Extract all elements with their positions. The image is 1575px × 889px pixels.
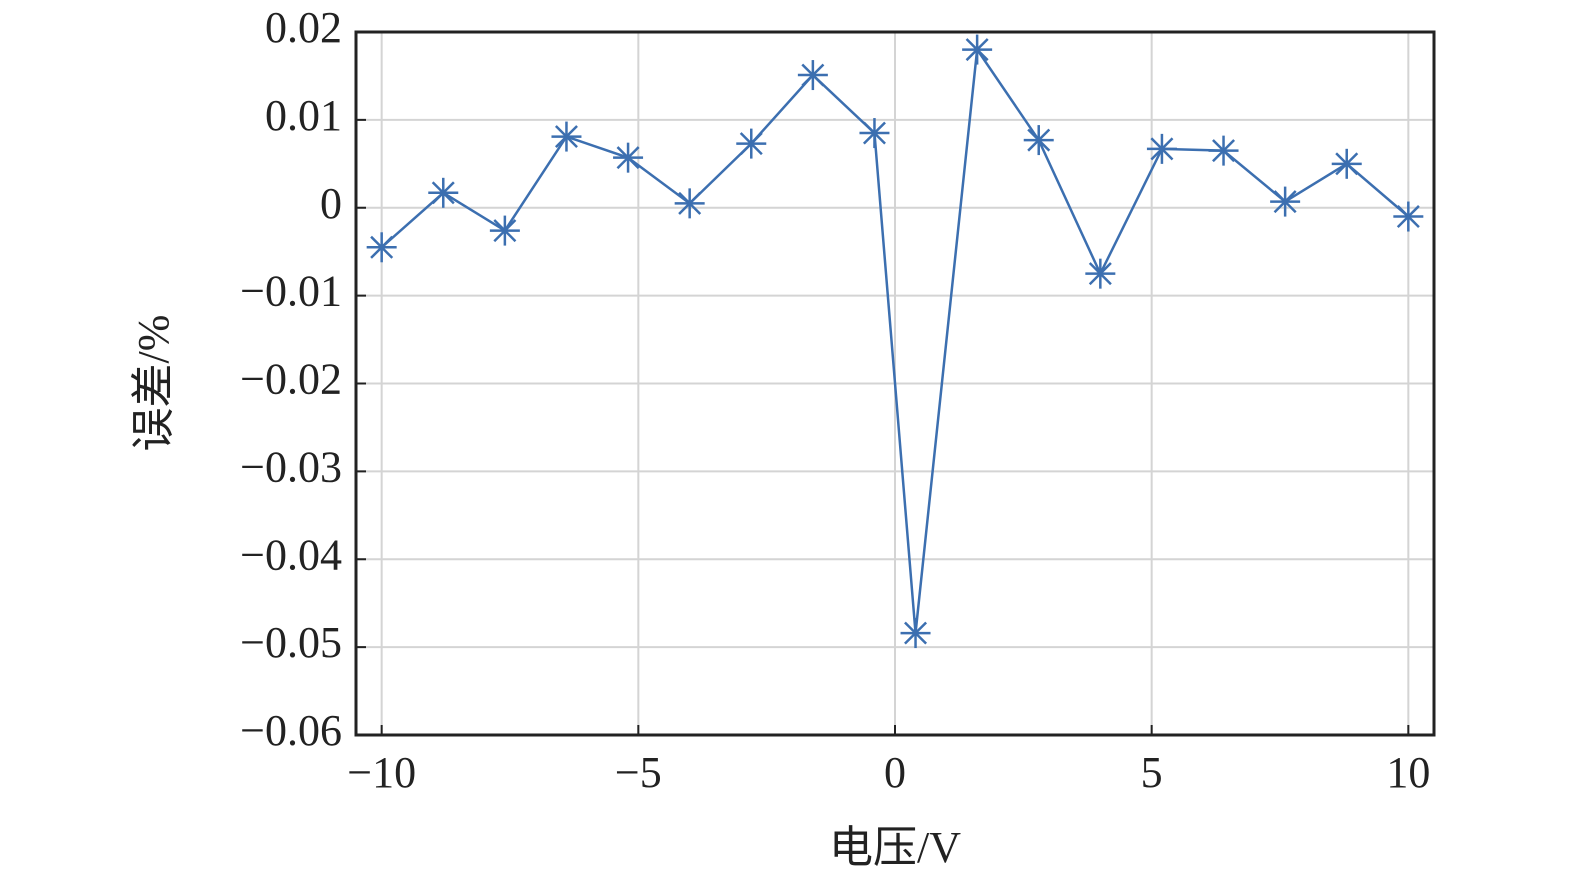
data-marker: [797, 60, 828, 91]
x-tick-label: 0: [884, 748, 906, 797]
data-marker: [428, 177, 459, 208]
x-tick-label: 10: [1386, 748, 1430, 797]
data-marker: [859, 118, 890, 149]
marker-stroke: [1212, 139, 1236, 163]
data-marker: [674, 188, 705, 219]
data-marker: [366, 232, 397, 263]
data-marker: [1023, 125, 1054, 156]
y-axis-label: 误差/%: [129, 315, 178, 452]
data-marker: [551, 121, 582, 152]
data-marker: [613, 142, 644, 173]
marker-stroke: [554, 125, 578, 149]
x-tick-label: 5: [1141, 748, 1163, 797]
data-marker: [1331, 148, 1362, 179]
y-tick-label: −0.02: [240, 355, 342, 404]
data-marker: [489, 215, 520, 246]
data-marker: [736, 128, 767, 159]
x-tick-label: −10: [347, 748, 416, 797]
marker-stroke: [1396, 205, 1420, 229]
marker-stroke: [1150, 137, 1174, 161]
marker-stroke: [801, 63, 825, 87]
y-tick-label: −0.05: [240, 618, 342, 667]
data-marker: [1393, 201, 1424, 232]
marker-stroke: [904, 621, 928, 645]
y-tick-label: 0: [320, 179, 342, 228]
y-tick-label: −0.04: [240, 530, 342, 579]
marker-stroke: [493, 219, 517, 243]
marker-stroke: [1088, 262, 1112, 286]
x-tick-label: −5: [615, 748, 662, 797]
y-tick-label: −0.03: [240, 442, 342, 491]
y-tick-label: 0.02: [265, 3, 342, 52]
marker-stroke: [678, 191, 702, 215]
marker-stroke: [1273, 190, 1297, 214]
y-tick-label: −0.06: [240, 706, 342, 755]
data-marker: [1146, 133, 1177, 164]
marker-stroke: [862, 121, 886, 145]
x-axis-label: 电压/V: [829, 823, 961, 872]
data-line: [380, 46, 1410, 634]
marker-stroke: [431, 181, 455, 205]
data-marker: [962, 34, 993, 65]
data-marker: [1270, 186, 1301, 217]
marker-stroke: [739, 132, 763, 156]
marker-stroke: [1335, 152, 1359, 176]
data-marker: [1085, 258, 1116, 289]
data-marker: [1208, 135, 1239, 166]
marker-stroke: [965, 38, 989, 62]
plot-frame: [354, 30, 1436, 737]
data-marker: [900, 618, 931, 649]
y-tick-label: −0.01: [240, 267, 342, 316]
marker-stroke: [370, 235, 394, 259]
y-tick-label: 0.01: [265, 91, 342, 140]
marker-stroke: [1027, 128, 1051, 152]
marker-stroke: [616, 146, 640, 170]
